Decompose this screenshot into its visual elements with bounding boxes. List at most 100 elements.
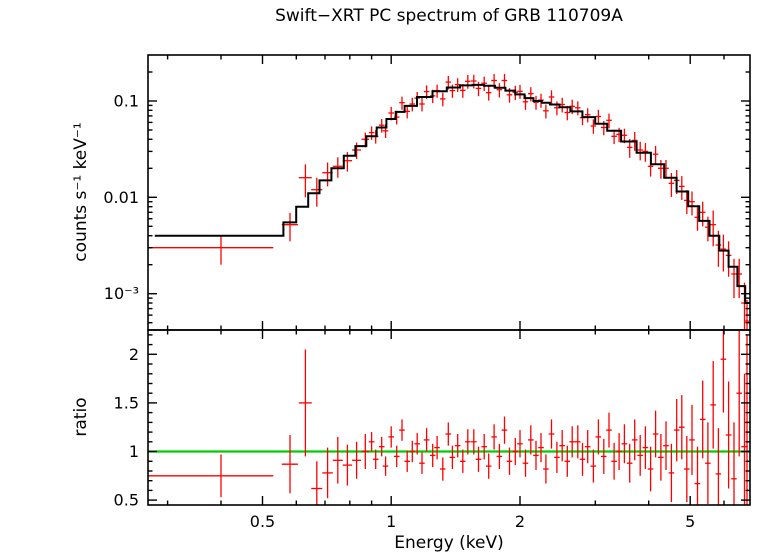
ratio-panel-data <box>148 330 750 505</box>
ratio-data-point <box>298 349 312 457</box>
ratio-data-point <box>496 443 503 469</box>
ratio-data-point <box>579 442 586 476</box>
spectrum-data-point <box>652 145 659 165</box>
spectrum-data-point <box>298 164 312 198</box>
ratio-data-point <box>554 441 560 473</box>
spectrum-data-point <box>465 75 471 89</box>
ratio-data-point <box>564 445 570 477</box>
ratio-data-point <box>590 449 597 483</box>
ratio-data-point <box>409 440 415 463</box>
ratio-data-point <box>538 433 544 463</box>
ratio-data-point <box>647 446 654 492</box>
top-y-tick-label: 0.1 <box>114 92 139 111</box>
x-tick-label: 5 <box>685 512 695 531</box>
ratio-data-point <box>454 434 461 458</box>
ratio-data-point <box>642 426 649 469</box>
ratio-data-point <box>404 450 410 472</box>
spectrum-data-point <box>595 109 602 125</box>
spectrum-data-point <box>517 84 523 99</box>
spectrum-data-point <box>148 235 274 265</box>
ratio-data-point <box>631 419 638 461</box>
ratio-data-point <box>491 424 497 450</box>
ratio-data-point <box>715 428 722 505</box>
ratio-data-point <box>393 445 400 468</box>
ratio-data-point <box>281 435 298 494</box>
ratio-data-point <box>378 436 385 457</box>
ratio-data-point <box>689 404 695 475</box>
ratio-data-point <box>559 430 565 462</box>
ratio-data-point <box>522 449 529 477</box>
ratio-data-point <box>668 443 675 503</box>
spectrum-data-point <box>543 104 549 119</box>
ratio-data-point <box>475 446 482 472</box>
x-tick-label: 2 <box>515 512 525 531</box>
ratio-data-point <box>512 437 518 466</box>
spectrum-data-point <box>481 76 487 91</box>
bottom-y-tick-label: 2 <box>129 345 139 364</box>
ratio-data-point <box>575 425 581 459</box>
ratio-data-point <box>440 457 446 481</box>
ratio-data-point <box>382 456 389 476</box>
spectrum-data-point <box>606 113 612 129</box>
ratio-data-point <box>414 433 420 455</box>
ratio-data-point <box>658 434 664 481</box>
ratio-data-point <box>449 445 456 469</box>
spectrum-data-point <box>440 92 446 107</box>
spectrum-data-point <box>658 160 664 179</box>
spectrum-data-point <box>744 300 750 330</box>
ratio-data-point <box>423 428 430 452</box>
model-step-line <box>154 83 750 304</box>
ratio-data-point <box>584 430 591 464</box>
spectrum-data-point <box>699 201 706 227</box>
ratio-data-point <box>148 454 274 498</box>
ratio-data-point <box>684 436 690 503</box>
ratio-data-point <box>652 410 659 458</box>
ratio-data-point <box>471 429 477 455</box>
ratio-data-point <box>465 429 471 455</box>
ratio-data-point <box>679 395 685 460</box>
ratio-data-point <box>434 436 440 460</box>
ratio-data-point <box>621 424 628 464</box>
spectrum-data-point <box>554 101 560 116</box>
spectrum-data-point <box>409 97 415 112</box>
spectrum-data-point <box>281 212 298 242</box>
ratio-data-point <box>736 330 742 457</box>
ratio-data-point <box>616 433 622 470</box>
ratio-data-point <box>361 434 370 469</box>
ratio-data-point <box>595 419 602 455</box>
ratio-data-point <box>725 381 732 489</box>
spectrum-data-point <box>501 73 508 89</box>
top-y-tick-label: 10⁻³ <box>104 284 139 303</box>
ratio-data-point <box>569 426 575 458</box>
spectrum-data-point <box>485 86 492 101</box>
spectrum-data-point <box>668 173 675 197</box>
ratio-data-point <box>419 452 425 474</box>
ratio-data-point <box>543 454 549 484</box>
ratio-data-point <box>311 461 323 505</box>
spectrum-data-point <box>590 119 597 134</box>
top-y-tick-label: 0.01 <box>103 188 139 207</box>
spectrum-data-point <box>720 234 727 272</box>
spectrum-data-point <box>689 191 695 216</box>
ratio-data-point <box>342 444 353 486</box>
spectrum-data-point <box>378 119 385 133</box>
ratio-data-point <box>548 419 555 449</box>
ratio-data-point <box>481 434 487 460</box>
bottom-y-tick-label: 0.5 <box>114 491 139 510</box>
spectrum-data-point <box>679 176 685 200</box>
bottom-y-tick-label: 1 <box>129 442 139 461</box>
ratio-data-point <box>388 426 394 448</box>
spectrum-data-point <box>637 141 643 161</box>
ratio-data-point <box>352 441 361 479</box>
ratio-data-point <box>720 330 727 413</box>
ratio-data-point <box>663 421 669 470</box>
spectrum-data-point <box>611 129 617 145</box>
ratio-data-point <box>731 422 737 505</box>
ratio-data-point <box>368 432 375 452</box>
plot-title: Swift−XRT PC spectrum of GRB 110709A <box>275 6 623 26</box>
ratio-data-point <box>611 442 617 480</box>
ratio-data-point <box>710 361 716 449</box>
ratio-data-point <box>485 453 492 479</box>
spectrum-data-point <box>584 108 591 123</box>
